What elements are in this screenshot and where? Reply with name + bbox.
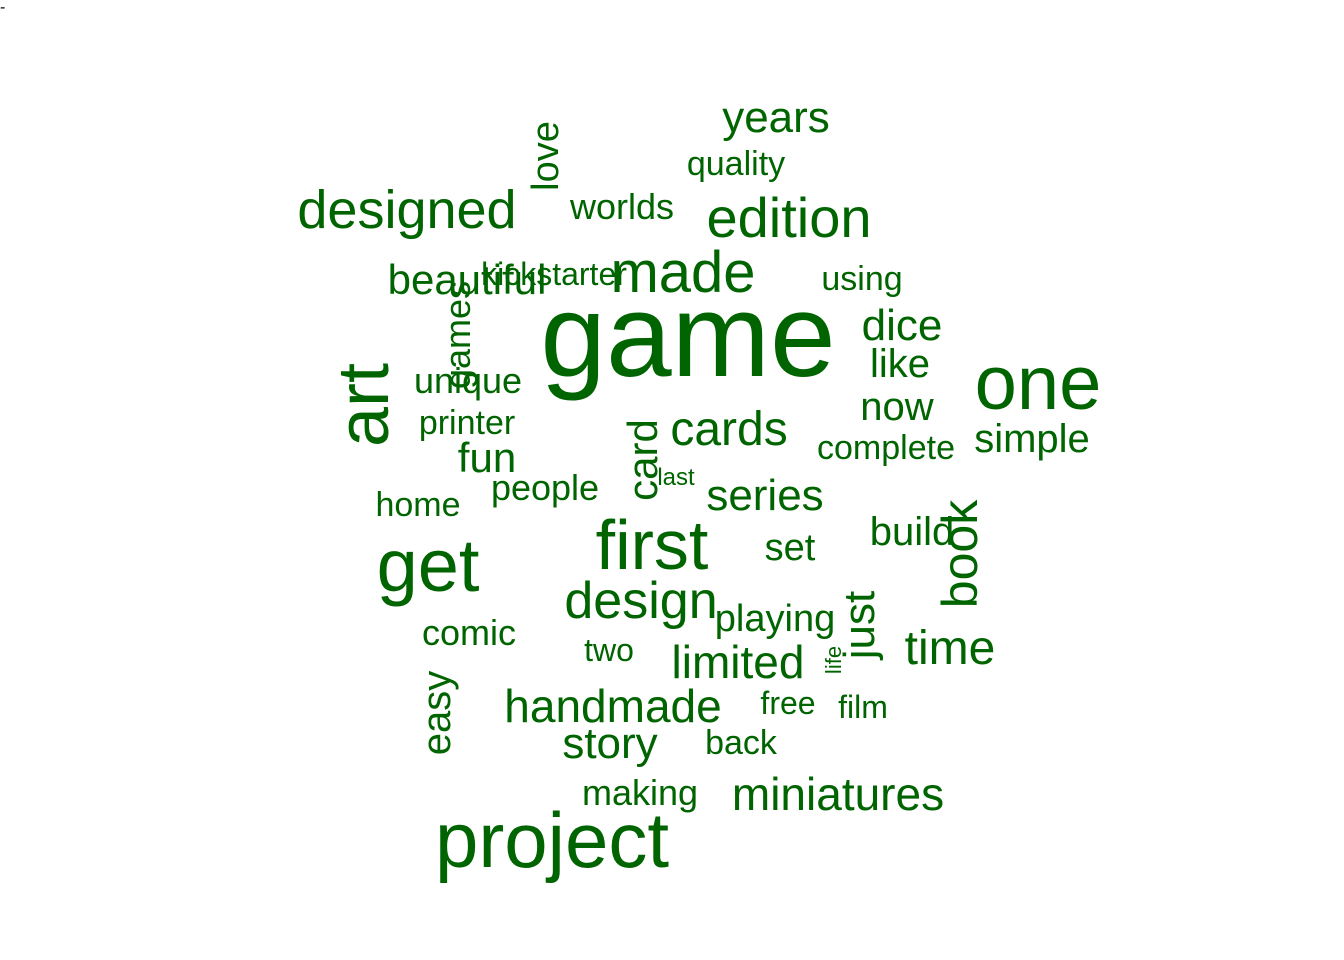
word-handmade: handmade — [504, 680, 722, 732]
word-making: making — [581, 772, 699, 813]
word-time: time — [904, 622, 996, 675]
word-comic: comic — [421, 612, 517, 653]
word-game: game — [540, 270, 836, 402]
word-beautiful: beautiful — [387, 256, 547, 303]
word-kickstarter: kickstarter — [481, 256, 627, 292]
word-dash: - — [0, 0, 6, 16]
word-years: years — [722, 93, 830, 142]
word-one: one — [974, 341, 1102, 426]
word-printer: printer — [418, 404, 516, 442]
word-designed: designed — [297, 180, 517, 240]
word-design: design — [564, 572, 718, 630]
word-free: free — [760, 685, 816, 721]
word-set: set — [764, 527, 816, 569]
word-worlds: worlds — [569, 186, 675, 227]
word-project: project — [434, 796, 670, 884]
word-art: art — [324, 362, 404, 448]
word-story: story — [562, 719, 658, 768]
word-dice: dice — [861, 301, 943, 350]
word-playing: playing — [714, 598, 836, 640]
word-unique: unique — [413, 360, 523, 401]
word-series: series — [706, 471, 824, 520]
word-back: back — [705, 724, 777, 762]
word-quality: quality — [686, 145, 786, 183]
word-made: made — [610, 240, 756, 305]
word-build: build — [869, 510, 955, 554]
word-first: first — [595, 506, 709, 584]
word-simple: simple — [974, 417, 1090, 461]
word-like: like — [869, 342, 931, 386]
word-get: get — [376, 524, 480, 607]
word-home: home — [375, 486, 461, 524]
word-last: last — [657, 464, 695, 491]
word-miniatures: miniatures — [731, 768, 945, 820]
word-film: film — [838, 689, 888, 725]
word-limited: limited — [671, 636, 805, 688]
word-edition: edition — [706, 186, 872, 249]
word-using: using — [821, 260, 903, 298]
word-fun: fun — [457, 434, 517, 481]
word-easy: easy — [415, 670, 459, 756]
word-life: life — [821, 645, 846, 675]
word-people: people — [490, 467, 600, 508]
word-complete: complete — [817, 429, 955, 467]
word-love: love — [525, 121, 567, 191]
word-now: now — [860, 385, 934, 429]
word-cards: cards — [670, 403, 788, 456]
word-two: two — [584, 632, 634, 668]
